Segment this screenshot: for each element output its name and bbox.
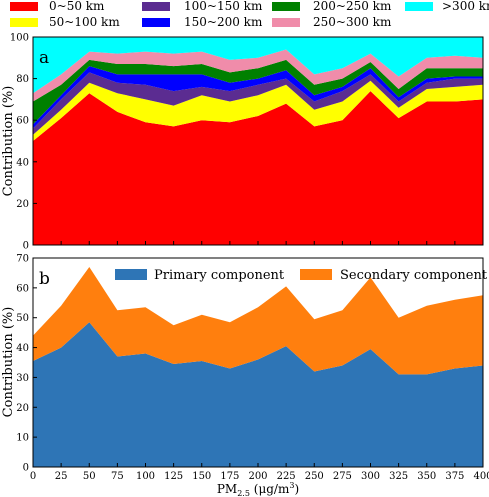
panel-b-ytick-label: 10 (16, 433, 29, 444)
panel-b-xtick-label: 250 (305, 471, 324, 482)
legend-label-150-200km: 150~200 km (184, 15, 263, 29)
legend-swatch-secondary (300, 269, 332, 280)
panel-b-ytick-label: 20 (16, 403, 29, 414)
panel-b-ylabel: Contribution (%) (1, 307, 16, 418)
panel-b: 0 10 20 30 40 50 60 70 0 25 50 75 100 125 150 175 200 22… (1, 254, 489, 497)
panel-a-area-100-150-km (33, 72, 483, 135)
panel-a-area-300-km (33, 37, 483, 94)
panel-a-area-200-250-km (33, 59, 483, 125)
x-axis-label-unit-post: ) (294, 482, 299, 496)
panel-a-ytick-label: 100 (10, 33, 29, 44)
panel-b-ytick-label: 60 (16, 283, 29, 294)
panel-b-area-secondary-component (33, 267, 483, 375)
x-axis-label-sub: 2.5 (237, 489, 250, 497)
legend-swatch-250-300km (272, 18, 300, 27)
legend-label-over-300km: >300 km (442, 0, 489, 13)
panel-b-xtick-label: 225 (277, 471, 296, 482)
panel-b-ytick-label: 30 (16, 373, 29, 384)
legend-swatch-primary (115, 269, 147, 280)
legend-panel-b: Primary component Secondary component (115, 268, 488, 283)
legend-label-100-150km: 100~150 km (184, 0, 263, 13)
panel-b-xtick-label: 75 (111, 471, 124, 482)
legend-label-primary: Primary component (154, 268, 285, 283)
legend-swatch-150-200km (142, 18, 170, 27)
panel-a-ytick-label: 20 (16, 199, 29, 210)
panel-b-ytick-label: 50 (16, 313, 29, 324)
legend-label-250-300km: 250~300 km (313, 15, 392, 29)
x-axis-label-base: PM (217, 482, 237, 496)
legend-swatch-0-50km (10, 2, 38, 11)
panel-a-area-150-200-km (33, 66, 483, 129)
panel-b-area-primary-component (33, 322, 483, 467)
panel-a-area-50-100-km (33, 80, 483, 141)
legend-panel-a: 0~50 km 100~150 km 200~250 km >300 km 50… (10, 0, 489, 29)
panel-b-xtick-label: 25 (55, 471, 68, 482)
panel-b-xtick-label: 0 (30, 471, 36, 482)
panel-b-xtick-label: 200 (248, 471, 267, 482)
panel-b-xtick-label: 125 (164, 471, 183, 482)
panel-b-xtick-label: 50 (83, 471, 96, 482)
panel-b-xtick-label: 350 (417, 471, 436, 482)
panel-b-xtick-label: 300 (361, 471, 380, 482)
panel-b-xtick-label: 100 (136, 471, 155, 482)
panel-b-xtick-label: 275 (333, 471, 352, 482)
x-axis-label: PM2.5 (μg/m3) (217, 481, 299, 497)
panel-b-label: b (39, 269, 50, 289)
panel-b-xtick-label: 325 (389, 471, 408, 482)
panel-b-xtick-label: 175 (220, 471, 239, 482)
panel-a: 0 20 40 60 80 100 a Contribution (%) (1, 33, 484, 252)
legend-swatch-50-100km (10, 18, 38, 27)
legend-swatch-200-250km (272, 2, 300, 11)
legend-swatch-100-150km (142, 2, 170, 11)
legend-label-0-50km: 0~50 km (49, 0, 105, 13)
panel-a-area-250-300-km (33, 49, 483, 102)
x-axis-label-sup: 3 (289, 481, 294, 490)
panel-a-ytick-label: 60 (16, 116, 29, 127)
panel-a-x-axis (32, 241, 484, 245)
panel-a-ytick-label: 40 (16, 157, 29, 168)
legend-label-200-250km: 200~250 km (313, 0, 392, 13)
panel-b-ytick-label: 70 (16, 254, 29, 265)
panel-b-xtick-label: 375 (445, 471, 464, 482)
panel-a-label: a (39, 48, 49, 68)
panel-b-x-axis: 0 25 50 75 100 125 150 175 200 225 250 275 300 325 350… (30, 463, 489, 482)
legend-label-50-100km: 50~100 km (49, 15, 120, 29)
panel-b-xtick-label: 400 (473, 471, 489, 482)
panel-a-ytick-label: 0 (23, 241, 29, 252)
panel-a-ylabel: Contribution (%) (1, 86, 16, 197)
panel-a-stacked-areas (33, 37, 483, 245)
legend-swatch-over-300km (405, 2, 433, 11)
panel-a-y-axis: 0 20 40 60 80 100 (10, 33, 37, 252)
panel-a-area-0-50-km (33, 91, 483, 245)
panel-b-y-axis: 0 10 20 30 40 50 60 70 (16, 254, 37, 474)
panel-b-stacked-areas (33, 267, 483, 467)
panel-b-ytick-label: 0 (23, 463, 29, 474)
x-axis-label-unit-pre: (μg/m (250, 482, 290, 496)
panel-a-ytick-label: 80 (16, 74, 29, 85)
legend-label-secondary: Secondary component (340, 268, 488, 283)
panel-b-ytick-label: 40 (16, 343, 29, 354)
panel-b-xtick-label: 150 (192, 471, 211, 482)
